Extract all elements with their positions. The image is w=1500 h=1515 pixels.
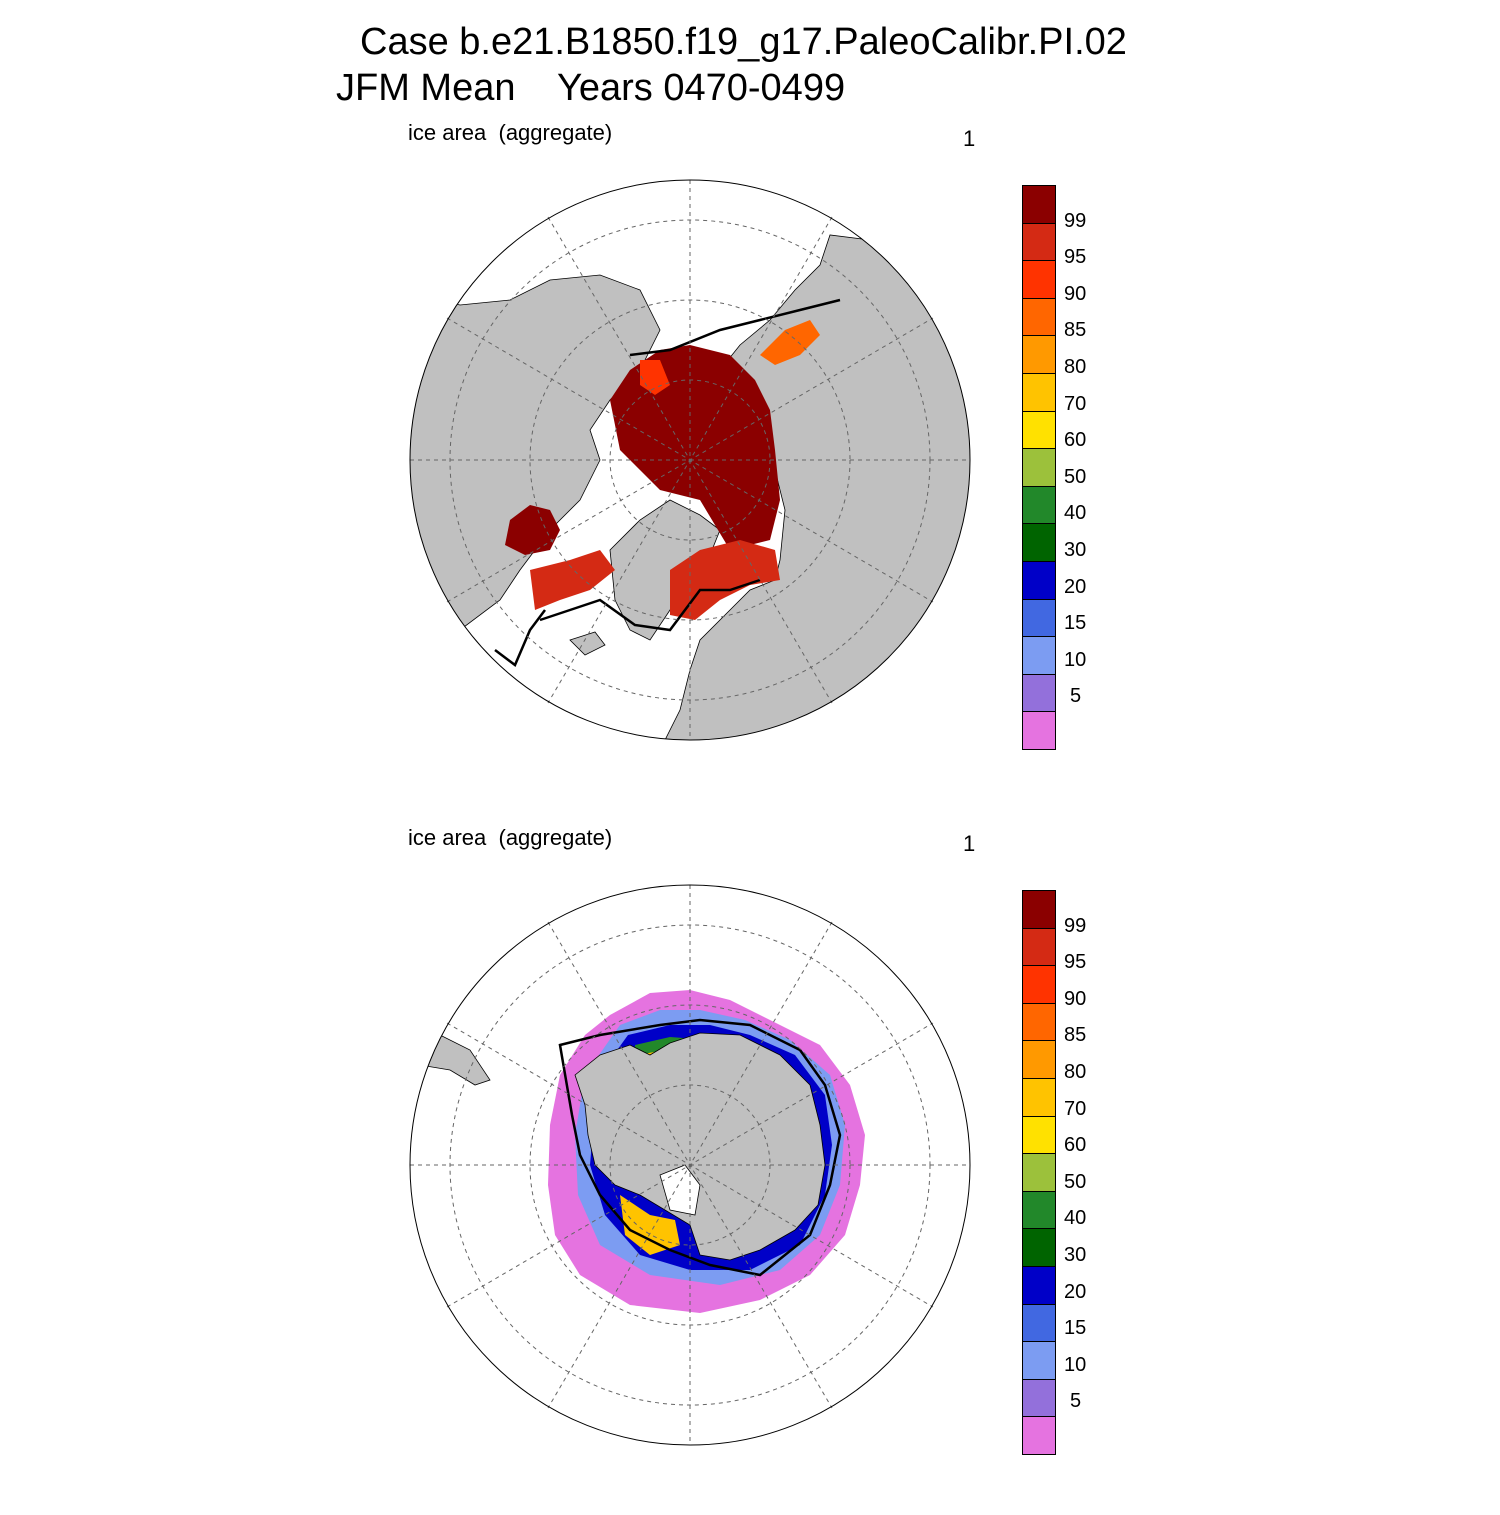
- colorbar-tick-label: 70: [1064, 1097, 1087, 1120]
- panel-variable-label: ice area (aggregate): [408, 825, 613, 850]
- colorbar-segment: [1022, 1342, 1056, 1380]
- colorbar-segment: [1022, 712, 1056, 750]
- colorbar-tick-label: 50: [1064, 1170, 1087, 1193]
- figure-title-line2: JFM Mean Years 0470-0499: [336, 67, 846, 109]
- colorbar-segment: [1022, 336, 1056, 374]
- colorbar-tick-label: 5: [1070, 1390, 1082, 1413]
- colorbar-tick-label: 95: [1064, 246, 1087, 269]
- colorbar-tick-label: 70: [1064, 392, 1087, 415]
- graticule: [410, 885, 970, 1445]
- ross-ice-shelf: [659, 1164, 701, 1216]
- colorbar-segment: [1022, 1229, 1056, 1267]
- colorbar-segment: [1022, 298, 1056, 337]
- figure-title-line1: Case b.e21.B1850.f19_g17.PaleoCalibr.PI.…: [360, 21, 1127, 63]
- colorbar-tick-label: 40: [1064, 1207, 1087, 1230]
- colorbar-segment: [1022, 1041, 1056, 1079]
- colorbar-segment: [1022, 1116, 1056, 1155]
- colorbar-tick-label: 15: [1064, 1317, 1087, 1340]
- colorbar-tick-label: 50: [1064, 465, 1087, 488]
- colorbar-tick-label: 90: [1064, 987, 1087, 1010]
- colorbar-segment: [1022, 411, 1056, 450]
- colorbar-segment: [1022, 1078, 1056, 1117]
- colorbar-segment: [1022, 637, 1056, 675]
- ice-edge-contour: [558, 1018, 842, 1277]
- colorbar-segment: [1022, 599, 1056, 638]
- sea-ice-labrador: [530, 550, 615, 610]
- arctic-map: [409, 179, 971, 741]
- colorbar: [1022, 890, 1056, 1455]
- colorbar-segment: [1022, 1304, 1056, 1343]
- panel-units-label: 1: [963, 126, 976, 151]
- ice-edge-contour-atlantic: [539, 578, 761, 632]
- colorbar-segment: [1022, 524, 1056, 562]
- colorbar-tick-label: 30: [1064, 539, 1087, 561]
- colorbar-tick-label: 85: [1064, 1024, 1087, 1047]
- colorbar-segment: [1022, 185, 1056, 224]
- north-panel: ice area (aggregate) 1: [0, 110, 1500, 810]
- colorbar-tick-label: 30: [1064, 1244, 1087, 1266]
- map-boundary: [409, 884, 971, 1446]
- colorbar-segment: [1022, 261, 1056, 299]
- colorbar-segment: [1022, 890, 1056, 929]
- panel-variable-label: ice area (aggregate): [408, 120, 613, 145]
- land-iceland: [569, 631, 606, 656]
- antarctic-map: [409, 884, 971, 1446]
- colorbar-tick-label: 40: [1064, 502, 1087, 525]
- colorbar-tick-label: 10: [1064, 648, 1087, 671]
- colorbar-tick-label: 99: [1064, 209, 1087, 232]
- colorbar-tick-label: 99: [1064, 914, 1087, 937]
- sea-ice-ross: [620, 1195, 680, 1255]
- colorbar-segment: [1022, 373, 1056, 412]
- colorbar: [1022, 185, 1056, 750]
- colorbar-tick-label: 80: [1064, 1061, 1087, 1083]
- colorbar-segment: [1022, 928, 1056, 967]
- colorbar-segment: [1022, 1154, 1056, 1192]
- colorbar-tick-label: 20: [1064, 1280, 1087, 1303]
- colorbar-segment: [1022, 1417, 1056, 1455]
- colorbar-segment: [1022, 223, 1056, 262]
- map-boundary: [409, 179, 971, 741]
- graticule: [410, 180, 970, 740]
- colorbar-segment: [1022, 1266, 1056, 1305]
- colorbar-segment: [1022, 1191, 1056, 1230]
- colorbar-tick-label: 5: [1070, 685, 1082, 708]
- colorbar-tick-label: 90: [1064, 282, 1087, 305]
- colorbar-tick-label: 60: [1064, 429, 1087, 452]
- colorbar-segment: [1022, 1379, 1056, 1418]
- colorbar-tick-label: 95: [1064, 951, 1087, 974]
- panel-units-label: 1: [963, 831, 976, 856]
- colorbar-tick-label: 10: [1064, 1353, 1087, 1376]
- south-panel: ice area (aggregate) 1: [0, 815, 1500, 1515]
- colorbar-segment: [1022, 486, 1056, 525]
- sea-ice-hudson-bay: [505, 505, 560, 555]
- colorbar-tick-label: 60: [1064, 1134, 1087, 1157]
- colorbar-segment: [1022, 449, 1056, 487]
- colorbar-segment: [1022, 674, 1056, 713]
- ice-edge-contour-labrador: [494, 609, 546, 667]
- colorbar-tick-label: 80: [1064, 356, 1087, 378]
- colorbar-segment: [1022, 966, 1056, 1004]
- colorbar-tick-label: 15: [1064, 612, 1087, 635]
- colorbar-tick-label: 85: [1064, 319, 1087, 342]
- colorbar-segment: [1022, 1003, 1056, 1042]
- sea-ice-bering: [640, 360, 670, 395]
- sea-ice-okhotsk: [760, 320, 820, 365]
- colorbar-tick-label: 20: [1064, 575, 1087, 598]
- colorbar-segment: [1022, 561, 1056, 600]
- ice-edge-contour-pacific: [629, 298, 841, 357]
- sea-ice-barents: [670, 540, 780, 620]
